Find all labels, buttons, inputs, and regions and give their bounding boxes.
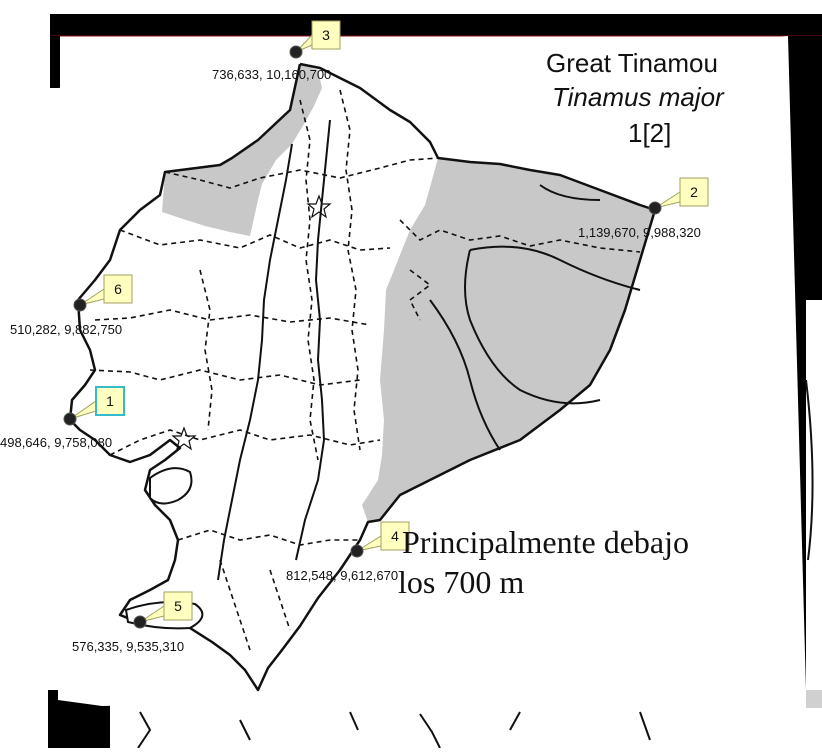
marker-dot[interactable] <box>73 298 87 312</box>
marker-layer: 1 2 3 4 5 6 <box>63 20 709 629</box>
elevation-note-line1: Principalmente debajo <box>402 524 690 560</box>
frame-left-top <box>50 36 60 88</box>
frame-top <box>50 14 822 36</box>
marker-number: 4 <box>391 528 399 544</box>
marker-box[interactable] <box>311 20 341 50</box>
range-east <box>362 158 655 522</box>
marker-dot[interactable] <box>350 544 364 558</box>
marker-2[interactable]: 2 <box>648 177 709 215</box>
marker-3-coords: 736,633, 10,160,700 <box>212 67 332 82</box>
marker-4-coords: 812,548, 9,612,670 <box>286 568 399 583</box>
species-scientific-name: Tinamus major <box>552 82 724 112</box>
marker-number: 5 <box>174 598 182 614</box>
elevation-note-line2: los 700 m <box>398 564 525 600</box>
island <box>149 467 193 505</box>
marker-dot[interactable] <box>289 45 303 59</box>
marker-box[interactable] <box>95 386 125 416</box>
marker-box[interactable] <box>103 274 133 304</box>
marker-5-coords: 576,335, 9,535,310 <box>72 639 185 654</box>
marker-3[interactable]: 3 <box>289 20 341 59</box>
range-west <box>162 64 322 236</box>
marker-number: 3 <box>322 27 330 43</box>
city-star-icon <box>171 426 197 451</box>
province-borders <box>89 89 641 651</box>
marker-6[interactable]: 6 <box>73 274 133 312</box>
marker-1[interactable]: 1 <box>63 386 125 426</box>
marker-box[interactable] <box>380 521 410 551</box>
marker-4[interactable]: 4 <box>350 521 410 558</box>
marker-2-coords: 1,139,670, 9,988,320 <box>578 225 701 240</box>
marker-number: 1 <box>106 393 114 409</box>
marker-1-coords: 498,646, 9,758,080 <box>0 435 113 450</box>
frame-right-gap <box>806 300 822 710</box>
rivers <box>217 119 641 581</box>
marker-number: 6 <box>114 281 122 297</box>
marker-5[interactable]: 5 <box>133 591 193 629</box>
marker-box[interactable] <box>679 177 709 207</box>
plate-reference: 1[2] <box>628 118 672 148</box>
marker-dot[interactable] <box>133 615 147 629</box>
marker-number: 2 <box>690 184 698 200</box>
marker-box[interactable] <box>163 591 193 621</box>
marker-6-coords: 510,282, 9,882,750 <box>10 322 123 337</box>
frame-right-corner <box>806 690 822 708</box>
marker-dot[interactable] <box>648 201 662 215</box>
lower-fragments <box>137 379 814 749</box>
capital-star-icon <box>306 194 332 219</box>
marker-dot[interactable] <box>63 412 77 426</box>
species-common-name: Great Tinamou <box>546 48 718 78</box>
